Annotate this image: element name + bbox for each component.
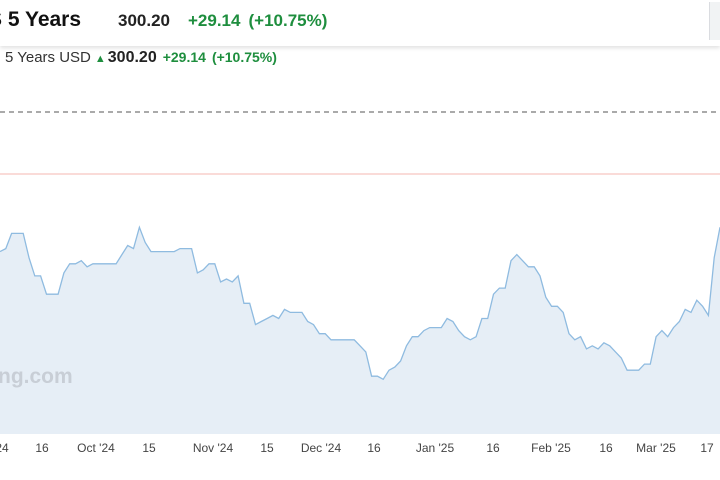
legend-change-percent: (+10.75%) <box>211 49 277 65</box>
x-tick-label: 15 <box>142 441 156 455</box>
legend-change: +29.14 (+10.75%) <box>163 49 283 65</box>
chart-legend: 5 Years USD ▲ 300.20 +29.14 (+10.75%) <box>5 49 283 67</box>
x-tick-label: 16 <box>367 441 381 455</box>
x-tick-label: Mar '25 <box>636 441 676 455</box>
header-change: +29.14 (+10.75%) <box>188 11 335 31</box>
header-edge-control[interactable] <box>709 2 720 40</box>
x-tick-label: 16 <box>599 441 613 455</box>
x-tick-label: 17 <box>700 441 714 455</box>
x-tick-label: Oct '24 <box>77 441 115 455</box>
header-bar: S 5 Years 300.20 +29.14 (+10.75%) <box>0 0 720 46</box>
x-tick-label: Feb '25 <box>531 441 571 455</box>
x-tick-label: 16 <box>35 441 49 455</box>
legend-price: 300.20 <box>107 49 157 66</box>
header-price: 300.20 <box>118 11 170 30</box>
x-tick-label: 15 <box>260 441 274 455</box>
page-title: S 5 Years <box>0 8 82 31</box>
watermark: ng.com <box>0 365 73 388</box>
price-line <box>0 225 720 381</box>
x-tick-label: 16 <box>486 441 500 455</box>
legend-series-name: 5 Years USD <box>5 49 91 66</box>
legend-change-value: +29.14 <box>162 49 206 65</box>
x-axis: 24 16 Oct '24 15 Nov '24 15 Dec '24 16 Jan '25 16… <box>0 441 714 455</box>
x-tick-label: Nov '24 <box>193 441 234 455</box>
header-change-value: +29.14 <box>188 11 241 30</box>
header-change-percent: (+10.75%) <box>248 11 328 30</box>
x-tick-label: Dec '24 <box>301 441 342 455</box>
price-area <box>0 227 720 434</box>
x-tick-label: 24 <box>0 441 9 455</box>
x-tick-label: Jan '25 <box>416 441 455 455</box>
up-arrow-icon: ▲ <box>94 53 106 65</box>
